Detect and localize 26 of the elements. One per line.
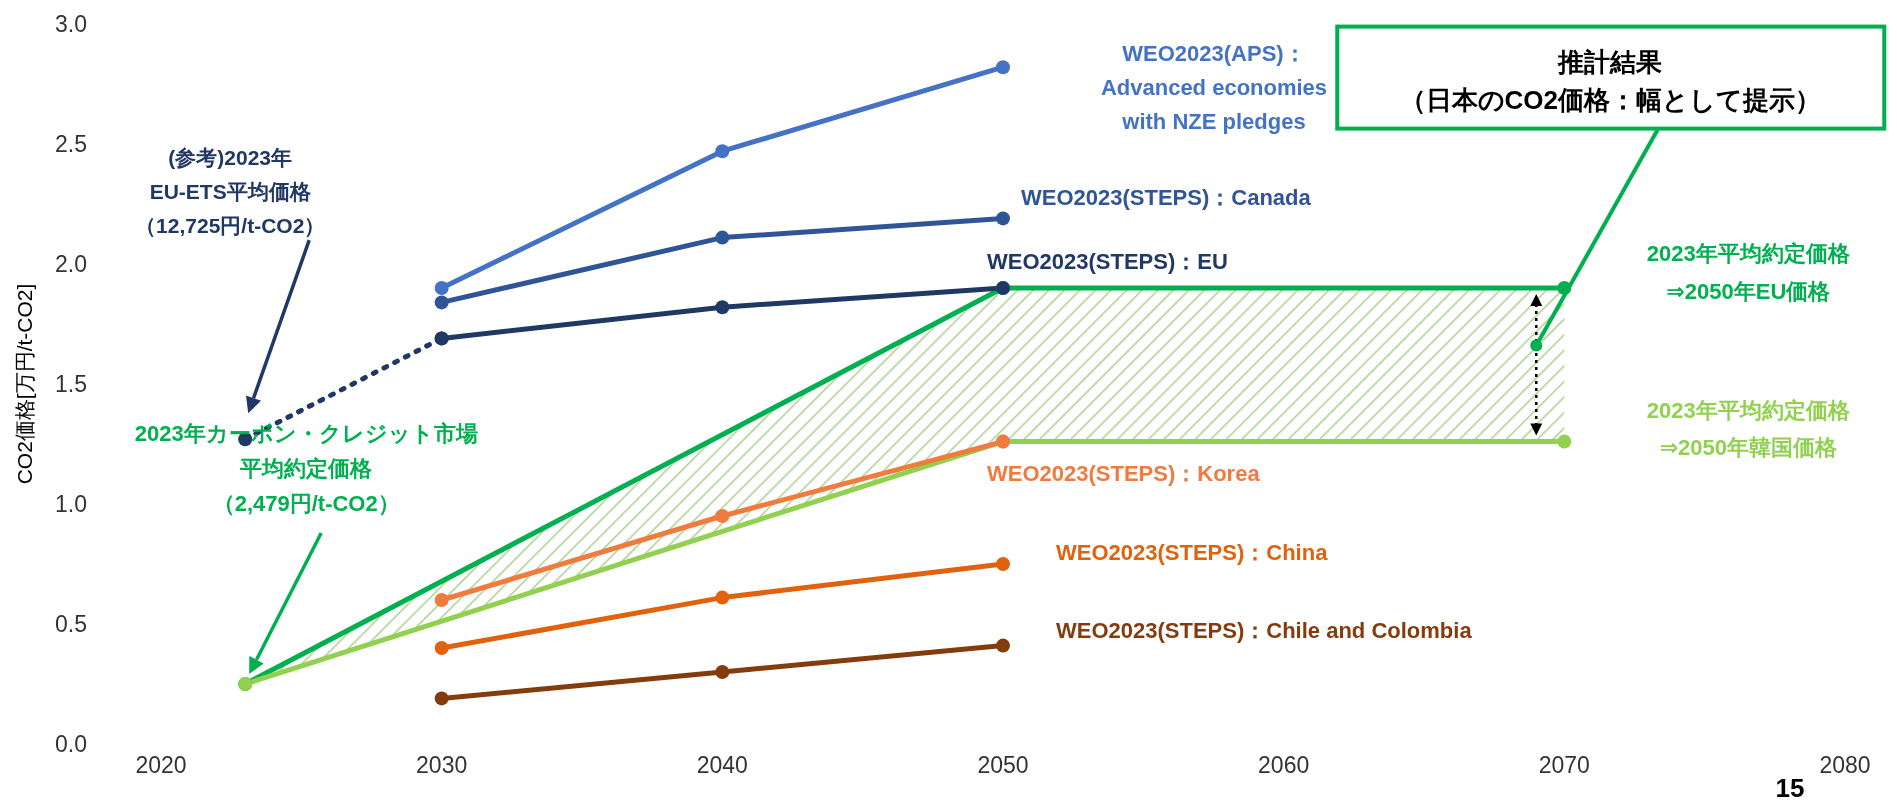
x-tick-label: 2070: [1538, 752, 1590, 778]
text: WEO2023(STEPS)：Chile and Colombia: [1056, 617, 1473, 643]
series-label: WEO2023(STEPS)：Canada: [1021, 184, 1312, 210]
text: 2023年平均約定価格 ⇒2050年EU価格: [1646, 240, 1851, 304]
y-tick-label: 0.5: [55, 611, 87, 637]
x-tick-label: 2060: [1258, 752, 1310, 778]
y-tick-label: 1.5: [55, 371, 87, 397]
y-axis-title: CO2価格[万円/t-CO2]: [12, 283, 36, 485]
y-tick-label: 0.0: [55, 731, 87, 757]
text: 2023年平均約定価格 ⇒2050年韓国価格: [1646, 397, 1851, 460]
x-tick-label: 2080: [1819, 752, 1871, 778]
text: 15: [1775, 773, 1805, 801]
annotation: (参考)2023年EU-ETS平均価格（12,725円/t-CO2）: [135, 145, 326, 237]
annotation: 推計結果（日本のCO2価格：幅として提示）: [1399, 46, 1821, 115]
x-tick-label: 2020: [135, 752, 187, 778]
x-tick-label: 2040: [696, 752, 748, 778]
y-tick-label: 3.0: [55, 11, 87, 37]
text: WEO2023(STEPS)：China: [1056, 539, 1329, 565]
x-tick-label: 2050: [977, 752, 1029, 778]
y-tick-label: 1.0: [55, 491, 87, 517]
series-label: WEO2023(STEPS)：Korea: [987, 460, 1261, 486]
y-tick-label: 2.5: [55, 131, 87, 157]
text: WEO2023(APS)： Advanced economies with NZE pledges: [1100, 40, 1328, 134]
y-tick-label: 2.0: [55, 251, 87, 277]
x-tick-label: 2030: [416, 752, 468, 778]
series-label: WEO2023(STEPS)：EU: [987, 248, 1228, 274]
